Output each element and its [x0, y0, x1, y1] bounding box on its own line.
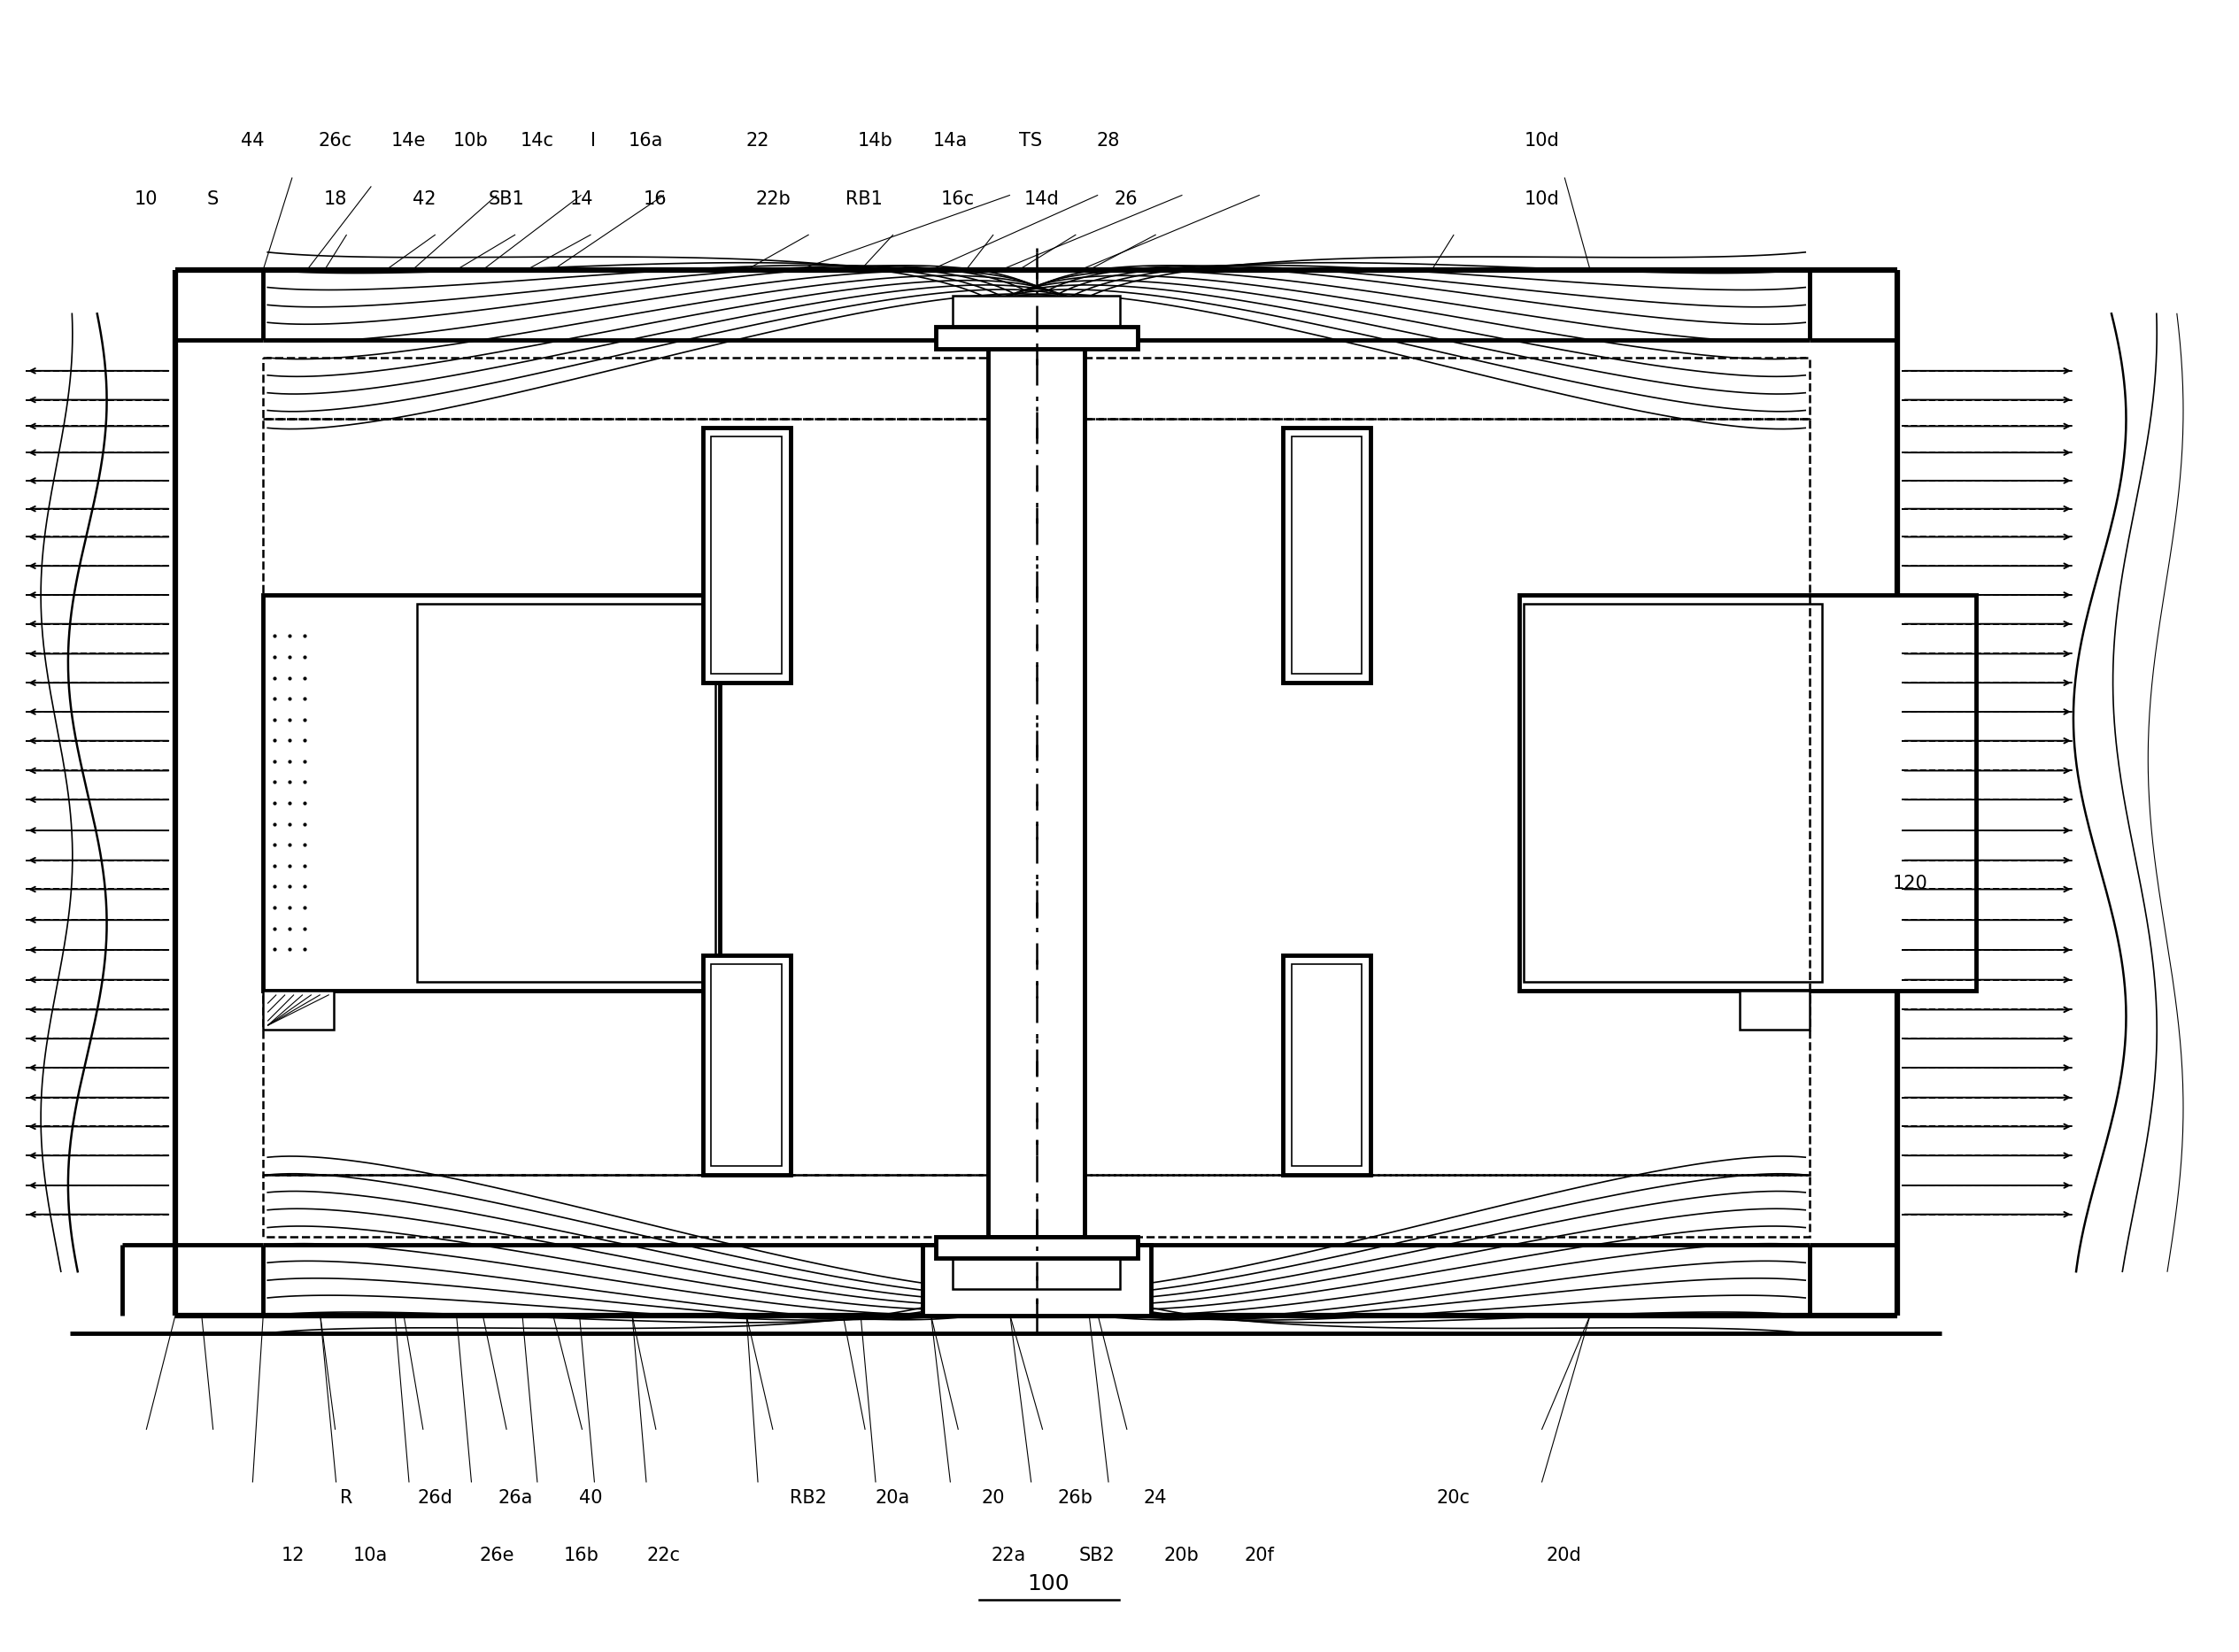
Bar [712, 436, 781, 674]
Text: RB2: RB2 [790, 1490, 826, 1507]
Text: 18: 18 [322, 190, 347, 208]
Bar [1740, 990, 1809, 1029]
Text: 26b: 26b [1057, 1490, 1093, 1507]
Text: 120: 120 [1892, 874, 1928, 892]
Text: 20b: 20b [1164, 1546, 1200, 1564]
Text: 14: 14 [571, 190, 593, 208]
Text: 10: 10 [134, 190, 157, 208]
Text: 14d: 14d [1023, 190, 1059, 208]
Text: RB1: RB1 [846, 190, 882, 208]
Bar [439, 608, 694, 976]
Text: 20a: 20a [875, 1490, 911, 1507]
Bar [1523, 603, 1823, 981]
Text: 22b: 22b [755, 190, 790, 208]
Bar [703, 955, 790, 1175]
Text: 26: 26 [1115, 190, 1137, 208]
Text: 16: 16 [643, 190, 667, 208]
Text: 26e: 26e [479, 1546, 515, 1564]
Text: S: S [206, 190, 219, 208]
Text: I: I [591, 132, 596, 149]
Bar [712, 965, 781, 1166]
Bar [264, 357, 1809, 420]
Bar [264, 1175, 1809, 1236]
Bar [954, 296, 1120, 327]
Bar [1292, 965, 1361, 1166]
Text: 14c: 14c [519, 132, 553, 149]
Text: 22c: 22c [647, 1546, 681, 1564]
Text: 22a: 22a [992, 1546, 1025, 1564]
Bar [1283, 428, 1370, 682]
Text: 28: 28 [1097, 132, 1120, 149]
Text: 12: 12 [282, 1546, 305, 1564]
Text: 16b: 16b [564, 1546, 600, 1564]
Bar [936, 1236, 1137, 1259]
Text: 42: 42 [412, 190, 437, 208]
Bar [703, 428, 790, 682]
Bar [264, 595, 721, 990]
Bar [416, 603, 716, 981]
Text: 100: 100 [1028, 1573, 1070, 1594]
Text: 24: 24 [1144, 1490, 1167, 1507]
Text: 20c: 20c [1435, 1490, 1469, 1507]
Text: 16a: 16a [629, 132, 663, 149]
Bar [954, 1259, 1120, 1289]
Text: TS: TS [1019, 132, 1041, 149]
Bar [1292, 436, 1361, 674]
Text: 40: 40 [580, 1490, 602, 1507]
Bar [1283, 955, 1370, 1175]
Text: R: R [340, 1490, 352, 1507]
Text: 20f: 20f [1245, 1546, 1274, 1564]
Text: SB2: SB2 [1079, 1546, 1115, 1564]
Text: 14a: 14a [934, 132, 967, 149]
Text: 10d: 10d [1525, 132, 1558, 149]
Bar [269, 626, 311, 960]
Bar [936, 327, 1137, 349]
Text: 16c: 16c [940, 190, 974, 208]
Bar [264, 420, 1037, 1175]
Bar [987, 349, 1084, 1236]
Bar [1762, 626, 1805, 960]
Bar [1545, 608, 1800, 976]
Text: 20: 20 [981, 1490, 1005, 1507]
Text: 44: 44 [242, 132, 264, 149]
Text: 10a: 10a [354, 1546, 387, 1564]
Text: 10b: 10b [452, 132, 488, 149]
Text: SB1: SB1 [488, 190, 524, 208]
Text: 26c: 26c [318, 132, 352, 149]
Text: 20d: 20d [1547, 1546, 1581, 1564]
Bar [264, 990, 334, 1029]
Text: 26a: 26a [497, 1490, 533, 1507]
Bar [922, 1246, 1151, 1315]
Text: 14e: 14e [392, 132, 425, 149]
Text: 26d: 26d [416, 1490, 452, 1507]
Text: 14b: 14b [858, 132, 893, 149]
Text: 10d: 10d [1525, 190, 1558, 208]
Bar [1037, 420, 1809, 1175]
Bar [1518, 595, 1975, 990]
Text: 22: 22 [746, 132, 768, 149]
